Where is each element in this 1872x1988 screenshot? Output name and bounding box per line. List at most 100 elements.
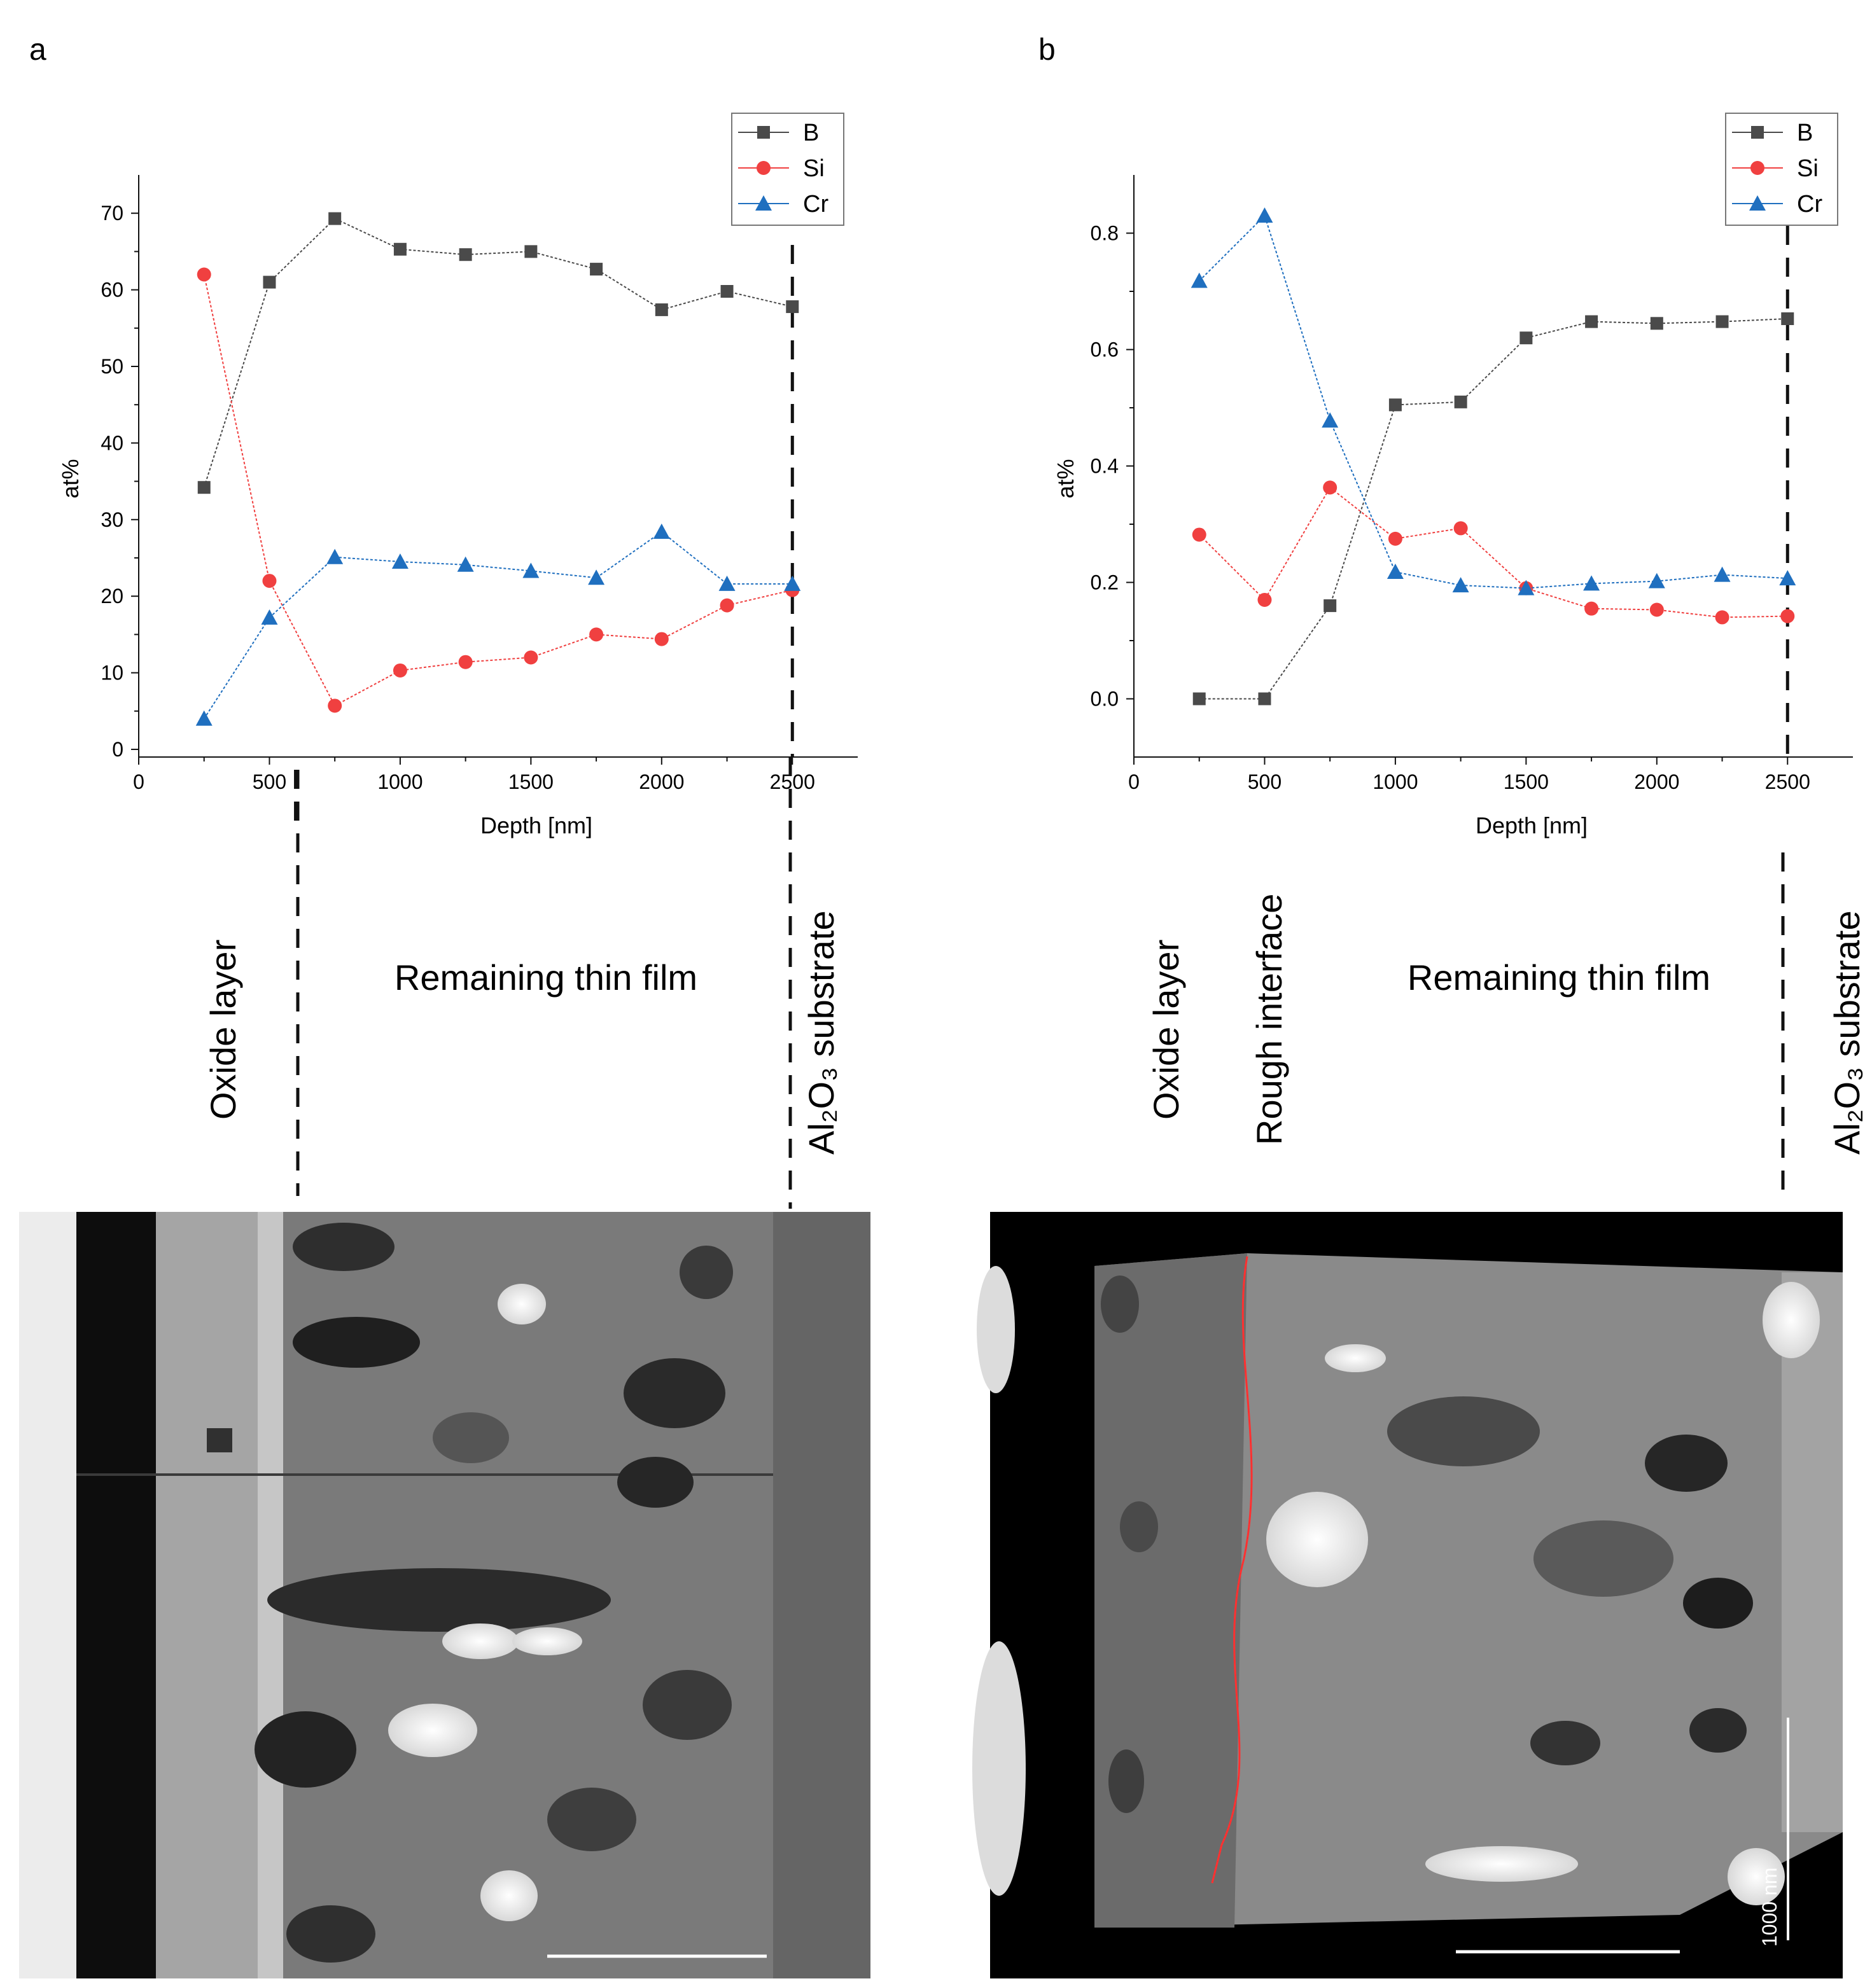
grain xyxy=(286,1905,375,1963)
grain xyxy=(1266,1492,1368,1587)
legend-label-b: B xyxy=(803,120,819,146)
data-point-cr xyxy=(195,710,213,726)
y-tick-label: 40 xyxy=(101,431,123,454)
x-tick-label: 1000 xyxy=(1373,770,1418,793)
legend-marker-triangle xyxy=(1749,195,1766,211)
data-point-si xyxy=(589,627,604,642)
grain xyxy=(442,1623,519,1659)
y-tick-label: 50 xyxy=(101,355,123,378)
chart-b: 0 500 1000 1500 2000 2500 0.0 0.2 0.4 0.6 0.8 Depth… xyxy=(1052,175,1853,838)
grain xyxy=(498,1284,546,1324)
data-point-b xyxy=(720,285,734,298)
data-point-cr xyxy=(522,562,540,578)
x-tick-label: 0 xyxy=(1128,770,1140,793)
micrograph-a-defect-spot xyxy=(207,1428,232,1452)
y-tick-label: 30 xyxy=(101,508,123,531)
data-point-b xyxy=(1585,315,1598,328)
x-tick-label: 500 xyxy=(253,770,286,793)
series-line-b xyxy=(203,218,793,488)
y-axis-label: at% xyxy=(1052,459,1079,498)
x-tick-label: 2500 xyxy=(770,770,815,793)
grain xyxy=(617,1457,694,1508)
micrograph-b-interface-trace xyxy=(1211,1256,1253,1884)
x-tick-label: 500 xyxy=(1248,770,1282,793)
data-point-b xyxy=(590,263,603,276)
grain xyxy=(1108,1749,1144,1813)
data-point-cr xyxy=(1387,564,1404,580)
grain xyxy=(680,1246,733,1299)
micrograph-a xyxy=(19,1212,870,1978)
grain xyxy=(1689,1708,1747,1753)
legend-entry-si: Si xyxy=(738,155,825,182)
data-point-si xyxy=(524,650,538,665)
micrograph-b-grains xyxy=(1101,1276,1820,1905)
x-tick-label: 1500 xyxy=(508,770,554,793)
data-point-cr xyxy=(1191,272,1208,288)
data-point-cr xyxy=(784,575,801,591)
legend-label-cr: Cr xyxy=(803,191,828,218)
legend-label-cr: Cr xyxy=(1797,191,1822,218)
grain xyxy=(512,1627,582,1655)
y-tick-label: 0.8 xyxy=(1091,222,1119,245)
data-point-cr xyxy=(1256,207,1273,223)
data-point-b xyxy=(197,481,211,494)
data-point-b xyxy=(1650,317,1663,330)
legend-marker-circle xyxy=(757,161,771,175)
data-point-cr xyxy=(1583,575,1600,591)
grain xyxy=(547,1788,636,1851)
data-point-b xyxy=(655,303,668,316)
data-point-b xyxy=(786,300,799,314)
y-tick-label: 0.0 xyxy=(1091,688,1119,711)
data-point-b xyxy=(1454,395,1467,408)
grain xyxy=(643,1670,732,1740)
data-point-b xyxy=(459,248,472,261)
legend-label-si: Si xyxy=(1797,155,1819,182)
micrograph-a-vacuum-band xyxy=(76,1212,156,1978)
grain xyxy=(1645,1435,1728,1492)
micrograph-a-grains xyxy=(255,1223,733,1963)
data-point-si xyxy=(1192,527,1206,542)
legend-entry-b: B xyxy=(738,120,819,146)
data-point-b xyxy=(1519,331,1533,345)
data-point-si xyxy=(393,663,407,678)
legend-entry-b: B xyxy=(1732,120,1813,146)
data-point-cr xyxy=(1714,566,1731,582)
y-tick-label: 0.2 xyxy=(1091,571,1119,594)
data-point-b xyxy=(1715,315,1729,328)
grain xyxy=(1425,1846,1578,1882)
grain xyxy=(293,1317,420,1368)
data-point-b xyxy=(1324,599,1337,613)
region-label-thin-film-b: Remaining thin film xyxy=(1407,957,1710,997)
data-point-si xyxy=(1257,592,1272,607)
data-point-cr xyxy=(326,548,344,564)
data-point-si xyxy=(1649,602,1664,617)
micrograph-b: 1000 nm xyxy=(972,1212,1843,1978)
data-point-si xyxy=(720,598,734,613)
x-tick-label: 2000 xyxy=(639,770,684,793)
region-label-rough-interface-b: Rough interface xyxy=(1249,894,1289,1145)
data-point-cr xyxy=(1322,412,1339,428)
legend-marker-square xyxy=(1751,126,1764,139)
grain xyxy=(1387,1396,1540,1466)
data-point-si xyxy=(1388,531,1402,546)
data-point-cr xyxy=(1518,580,1535,595)
legend-a: B Si Cr xyxy=(731,113,844,226)
micrograph-b-left-lobe-top xyxy=(977,1266,1015,1393)
x-tick-label: 1500 xyxy=(1504,770,1549,793)
legend-marker-square xyxy=(757,126,770,139)
legend-b: B Si Cr xyxy=(1725,113,1838,226)
data-point-si xyxy=(197,267,211,282)
x-tick-label: 2000 xyxy=(1634,770,1679,793)
y-tick-label: 70 xyxy=(101,202,123,225)
grain xyxy=(624,1358,725,1428)
data-point-cr xyxy=(1452,577,1469,593)
grain xyxy=(1325,1344,1386,1372)
region-label-oxide-layer-b: Oxide layer xyxy=(1146,940,1186,1120)
y-tick-label: 0.4 xyxy=(1091,455,1119,478)
legend-label-si: Si xyxy=(803,155,825,182)
data-point-cr xyxy=(1648,573,1665,588)
legend-marker-triangle xyxy=(755,195,772,211)
x-tick-label: 2500 xyxy=(1765,770,1810,793)
panel-letter-a: a xyxy=(29,33,46,67)
data-point-b xyxy=(1781,312,1794,326)
